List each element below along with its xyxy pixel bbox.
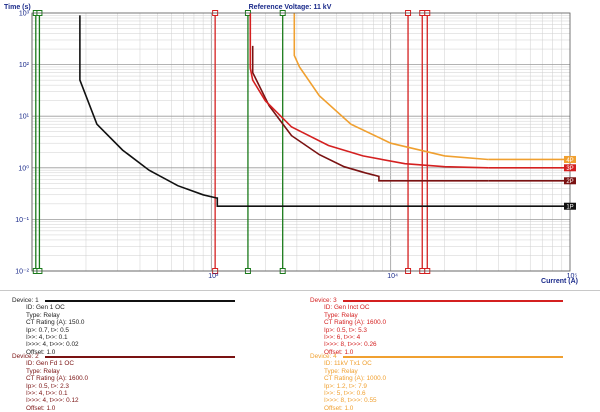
device-setting-line: I>>>: 4, t>>>: 0.02 [26,341,79,349]
curve-1P [79,15,423,207]
device-setting-line: Type: Relay [324,367,358,375]
device-setting-line: CT Rating (A): 1000.0 [324,375,387,383]
device-setting-line: Type: Relay [26,311,60,319]
x-tick-label: 10⁴ [387,273,398,280]
device-setting-line: I>>: 6, t>>: 4 [324,334,361,342]
device-setting-line: Offset: 1.0 [26,348,56,356]
y-axis-label: Time (s) [4,4,31,11]
device-4-block: Device: 4 ID: 11kV Tx1 OC Type: Relay CT R… [310,353,563,412]
series-tag-4P [564,155,576,163]
device-setting-line: I>>: 5, t>>: 0.6 [324,390,366,398]
device-setting-line: Type: Relay [324,311,358,319]
device-2-color-rule [44,355,235,358]
x-axis-label: Current (A) [541,278,578,285]
device-setting-line: Ip>: 0.5, t>: 5.3 [324,326,367,334]
device-setting-line: ID: Gen 1 OC [26,304,65,312]
series-tag-label: 3P [566,166,573,172]
y-tick-labels: 10⁻² 10⁻¹ 10⁰ 10¹ 10² 10³ [15,11,29,276]
chart-title: Reference Voltage: 11 kV [249,4,332,11]
device-setting-line: CT Rating (A): 150.0 [26,319,85,327]
curve-4P [293,13,489,161]
device-setting-line: Offset: 1.0 [324,404,354,412]
device-2-details: ID: Gen Fd 1 OC Type: Relay CT Rating (A):… [12,360,235,412]
device-4-details: ID: 11kV Tx1 OC Type: Relay CT Rating (A):… [310,360,563,412]
curve-2P [251,45,489,182]
y-tick-label: 10⁻¹ [15,217,29,224]
device-setting-line: I>>>: 8, t>>>: 0.55 [324,397,377,405]
plot-background [0,0,600,292]
device-setting-line: ID: 11kV Tx1 OC [324,360,372,368]
series-tag-3P [564,164,576,172]
device-setting-line: I>>>: 4, t>>>: 0.12 [26,397,79,405]
device-2-block: Device: 2 ID: Gen Fd 1 OC Type: Relay CT R… [12,353,235,412]
grid [31,13,570,272]
device-setting-line: Offset: 1.0 [324,348,354,356]
device-setting-line: Ip>: 0.7, t>: 0.5 [26,326,69,334]
y-tick-label: 10⁻² [15,269,29,276]
x-tick-label: 10⁵ [567,273,578,280]
device-legend-panel: Device: 1 ID: Gen 1 OC Type: Relay CT Rati… [0,290,600,412]
device-1-title: Device: 1 [12,297,39,304]
device-setting-line: Ip>: 1.2, t>: 7.9 [324,382,367,390]
series-tag-label: 4P [566,158,573,164]
curves [79,13,570,208]
plot-frame [31,12,571,272]
device-3-title: Device: 3 [310,297,337,304]
device-setting-line: I>>: 4, t>>: 0.1 [26,390,68,398]
device-3-details: ID: Gen Inct OC Type: Relay CT Rating (A):… [310,304,563,356]
device-setting-line: Offset: 1.0 [26,404,56,412]
device-setting-line: CT Rating (A): 1600.0 [26,375,89,383]
series-tags: 1P 2P 3P 4P [564,155,576,211]
device-setting-line: Type: Relay [26,367,60,375]
series-tag-1P [564,202,576,210]
device-3-block: Device: 3 ID: Gen Inct OC Type: Relay CT R… [310,297,563,356]
device-1-block: Device: 1 ID: Gen 1 OC Type: Relay CT Rati… [12,297,235,356]
series-tag-2P [564,177,576,185]
device-setting-line: I>>: 4, t>>: 0.1 [26,334,68,342]
series-tag-label: 1P [566,205,573,211]
x-tick-label: 10³ [208,273,219,280]
y-tick-label: 10⁰ [18,164,29,172]
y-tick-label: 10² [19,62,30,69]
curve-3P [249,13,489,169]
device-setting-line: Ip>: 0.5, t>: 2.3 [26,382,69,390]
y-tick-label: 10¹ [19,114,30,121]
device-setting-line: I>>>: 8, t>>>: 0.26 [324,341,377,349]
device-3-color-rule [342,299,563,302]
device-1-color-rule [44,299,235,302]
device-4-title: Device: 4 [310,353,337,360]
device-setting-line: ID: Gen Inct OC [324,304,370,312]
device-setting-line: ID: Gen Fd 1 OC [26,360,74,368]
x-tick-labels: 10³ 10⁴ 10⁵ [208,273,577,280]
tcc-chart: Reference Voltage: 11 kV Time (s) Curren… [0,0,600,292]
device-2-title: Device: 2 [12,353,39,360]
device-4-color-rule [342,355,563,358]
device-1-details: ID: Gen 1 OC Type: Relay CT Rating (A): 15… [12,304,235,356]
y-tick-label: 10³ [19,11,30,18]
device-setting-line: CT Rating (A): 1600.0 [324,319,387,327]
series-tag-label: 2P [566,179,573,185]
